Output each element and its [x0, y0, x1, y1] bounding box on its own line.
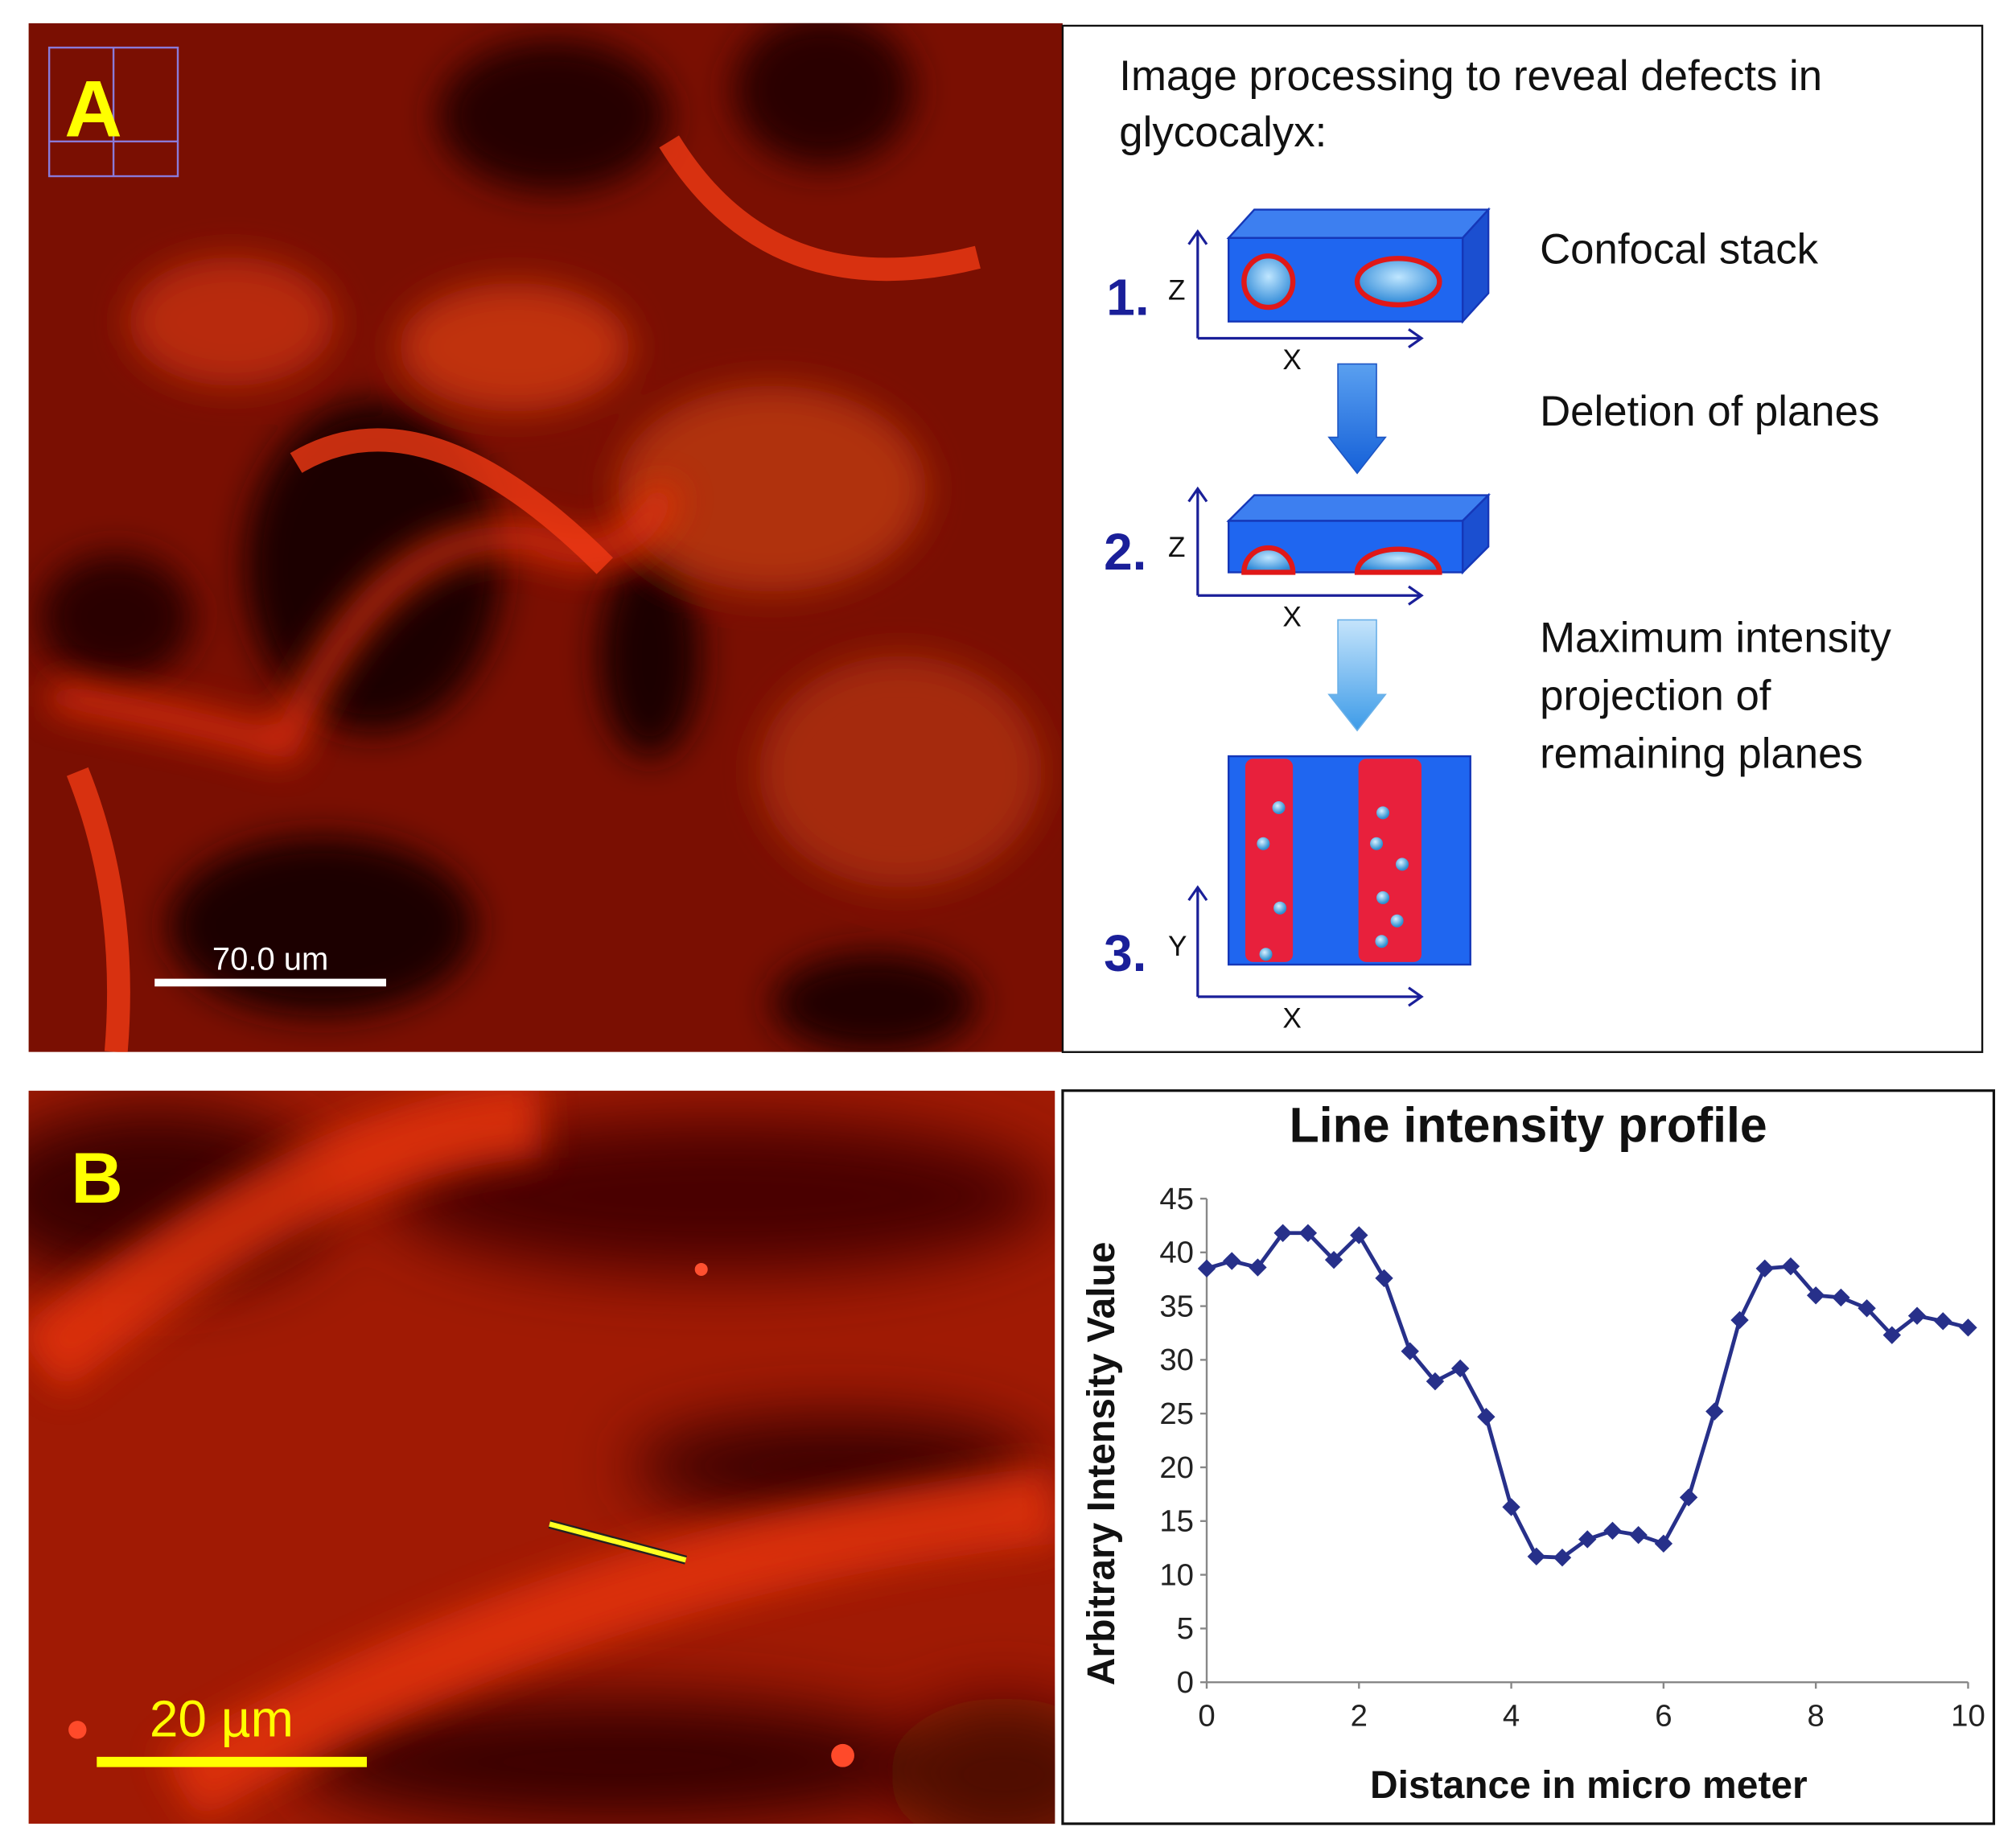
panel-label: A [64, 64, 122, 154]
data-point [1324, 1250, 1343, 1269]
y-tick-label: 5 [1177, 1611, 1194, 1646]
micrograph-a [28, 23, 1063, 1052]
x-tick-label: 4 [1503, 1699, 1520, 1734]
step-description: remaining planes [1540, 730, 1863, 777]
chart-title: Line intensity profile [1290, 1098, 1767, 1153]
data-point [1806, 1286, 1825, 1305]
diagram-title: glycocalyx: [1119, 109, 1327, 156]
data-point [1450, 1359, 1470, 1378]
axis-letter: X [1282, 1002, 1301, 1034]
x-tick-label: 2 [1351, 1699, 1368, 1734]
diagram-title: Image processing to reveal defects in [1119, 52, 1822, 100]
data-point [1527, 1547, 1546, 1566]
x-tick-label: 0 [1198, 1699, 1215, 1734]
scale-bar-label: 70.0 um [212, 941, 328, 977]
projection [1227, 755, 1471, 966]
stack-box [1226, 207, 1491, 324]
y-tick-label: 10 [1159, 1557, 1194, 1592]
data-point [1882, 1326, 1902, 1344]
axis-letter: Z [1168, 532, 1185, 563]
step-description: projection of [1540, 673, 1771, 720]
axis-letter: Z [1168, 275, 1185, 306]
data-point [1934, 1312, 1952, 1331]
data-point [1629, 1525, 1648, 1545]
stack-box [1226, 492, 1491, 575]
step-number: 3. [1104, 924, 1146, 982]
chart-frame [1061, 1089, 1996, 1825]
data-point [1223, 1252, 1241, 1270]
x-tick-label: 10 [1951, 1699, 1985, 1734]
data-point [1578, 1530, 1597, 1549]
axis-letter: Y [1168, 931, 1187, 962]
diagram-frame [1061, 24, 1984, 1053]
y-tick-label: 0 [1177, 1665, 1194, 1700]
axis-letter: X [1282, 602, 1301, 633]
data-point [1603, 1521, 1622, 1540]
y-tick-label: 45 [1159, 1182, 1194, 1216]
x-tick-label: 8 [1807, 1699, 1824, 1734]
x-axis-label: Distance in micro meter [1370, 1764, 1808, 1807]
x-tick-label: 6 [1655, 1699, 1672, 1734]
data-point [1249, 1258, 1267, 1277]
data-point [1477, 1408, 1496, 1426]
data-point [1553, 1549, 1572, 1567]
step-number: 1. [1106, 269, 1149, 327]
y-tick-label: 30 [1159, 1343, 1194, 1377]
data-point [1426, 1372, 1445, 1391]
y-tick-label: 35 [1159, 1289, 1194, 1323]
data-point [1502, 1498, 1520, 1516]
arrow [1327, 619, 1387, 732]
y-tick-label: 25 [1159, 1397, 1194, 1431]
axis-letter: X [1282, 344, 1301, 376]
data-point [1959, 1318, 1977, 1337]
arrow [1327, 363, 1387, 475]
data-point [1401, 1342, 1419, 1360]
y-axis-label: Arbitrary Intensity Value [1080, 1242, 1123, 1686]
step-number: 2. [1104, 523, 1146, 581]
y-tick-label: 20 [1159, 1450, 1194, 1485]
data-point [1832, 1288, 1850, 1307]
step-description: Maximum intensity [1540, 615, 1891, 662]
data-point [1755, 1259, 1774, 1278]
data-point [1705, 1402, 1724, 1421]
data-point [1654, 1534, 1673, 1553]
scale-bar-label: 20 µm [150, 1689, 294, 1747]
data-point [1350, 1226, 1368, 1244]
step-description: Deletion of planes [1540, 388, 1879, 435]
y-tick-label: 15 [1159, 1504, 1194, 1539]
panel-label: B [71, 1137, 123, 1218]
axes [1187, 228, 1424, 1007]
step-description: Confocal stack [1540, 226, 1819, 274]
y-tick-label: 40 [1159, 1236, 1194, 1270]
profile-line [549, 1521, 687, 1563]
micrograph-b [28, 1090, 1055, 1824]
